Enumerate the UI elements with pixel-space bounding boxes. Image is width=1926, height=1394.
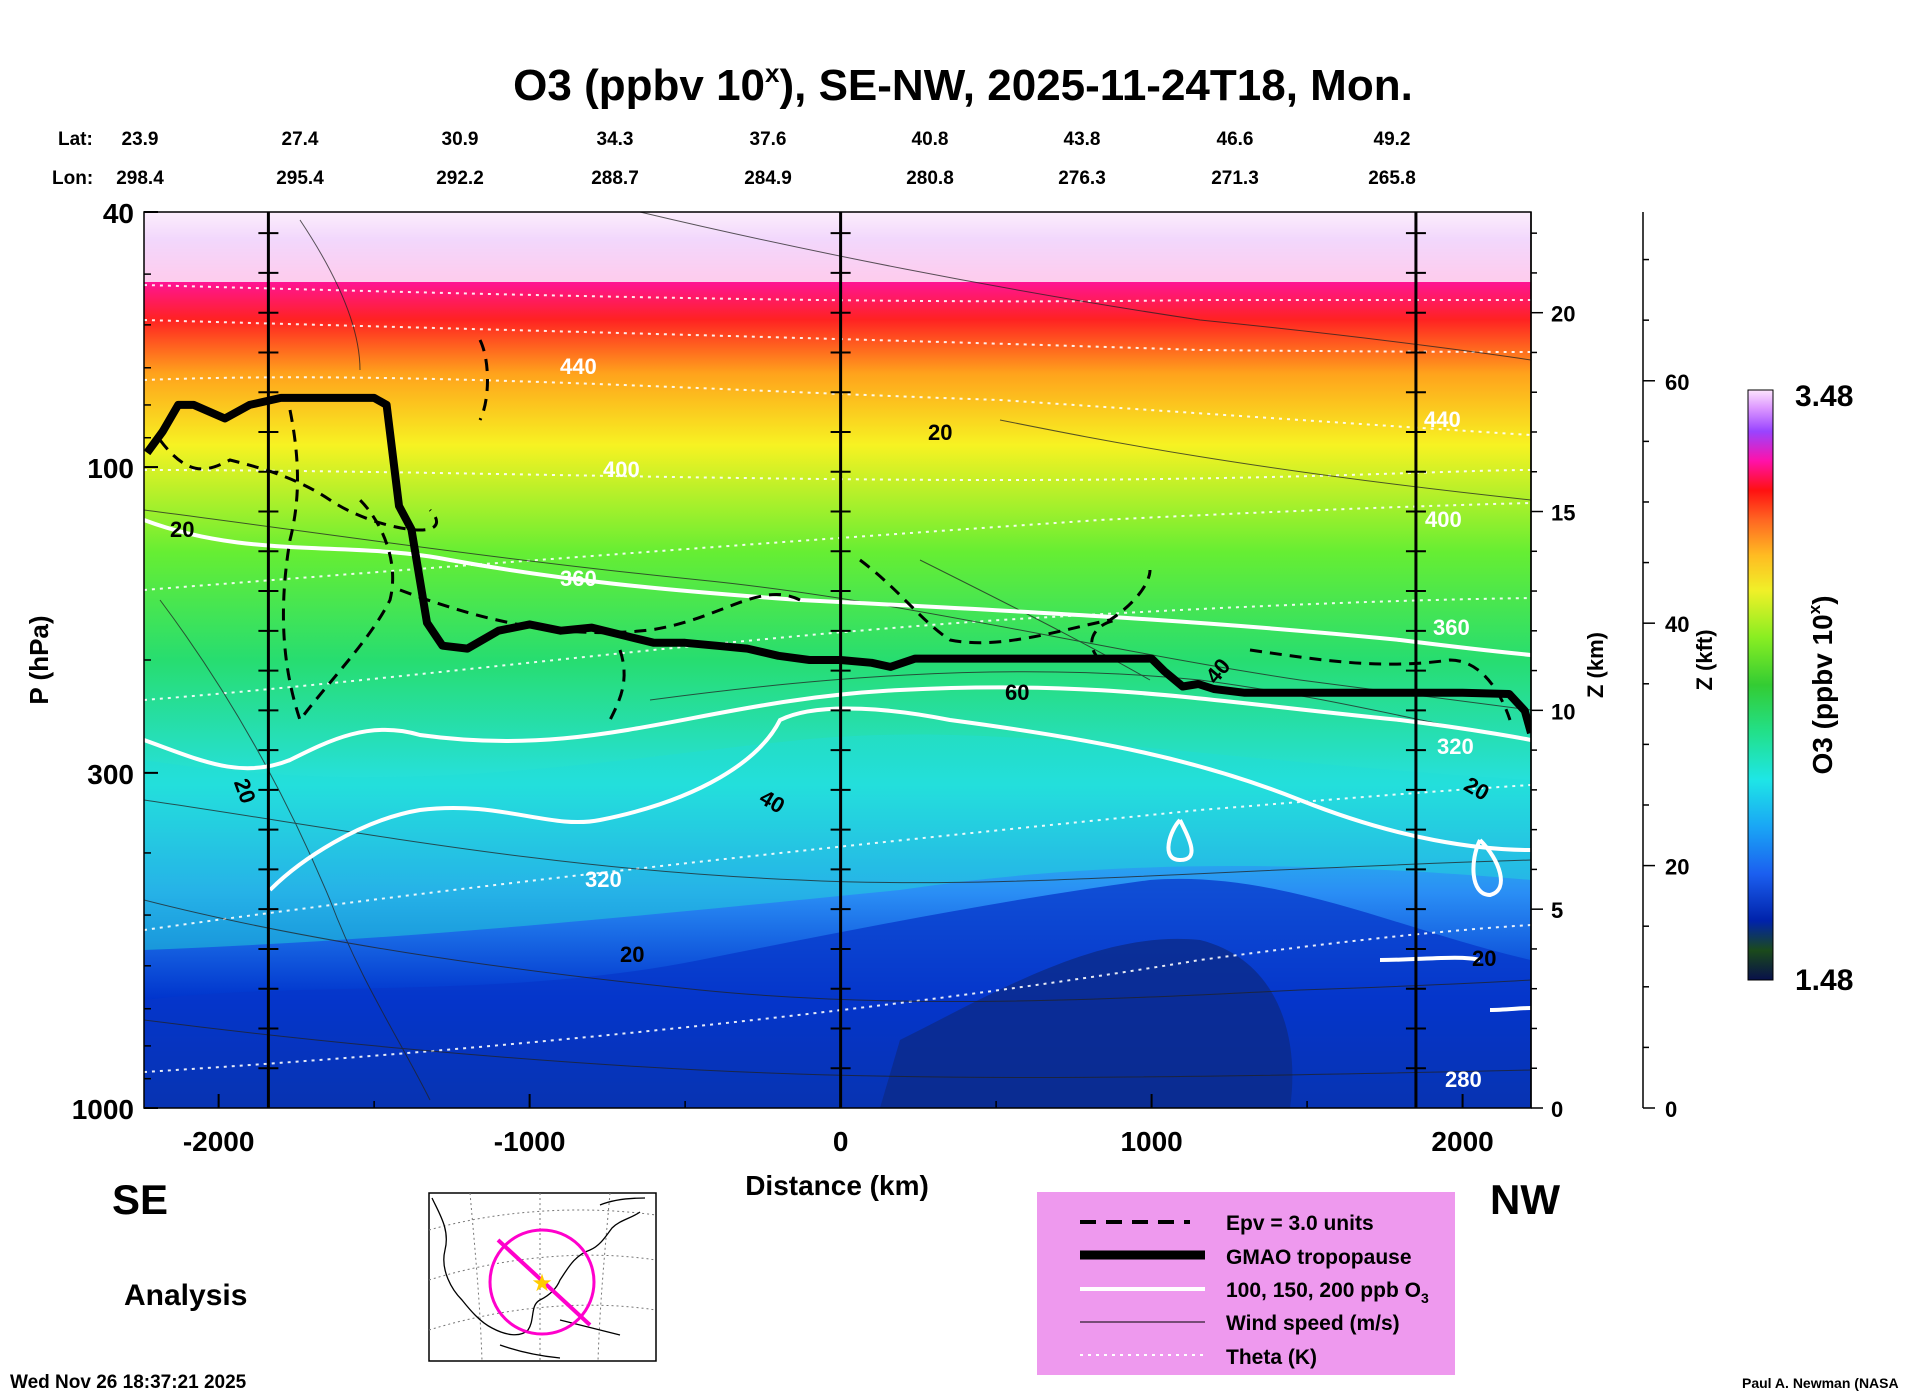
- lon-value: 280.8: [906, 168, 954, 189]
- theta-label: 360: [560, 566, 597, 591]
- z-km-tick-label: 0: [1551, 1097, 1563, 1122]
- z-km-tick-label: 20: [1551, 302, 1575, 327]
- inset-map: ★: [428, 1192, 657, 1362]
- z-kft-axis: 60 40 20 0: [1642, 212, 1689, 1122]
- lat-value: 43.8: [1064, 129, 1101, 150]
- y-tick-label: 40: [103, 198, 134, 229]
- lat-value: 30.9: [442, 129, 479, 150]
- gmao-tropopause-line: [144, 393, 1531, 735]
- colorbar-title: O3 (ppbv 10x): [1805, 595, 1838, 774]
- lon-value: 298.4: [116, 168, 164, 189]
- theta-label: 320: [1437, 734, 1474, 759]
- wind-label: 20: [170, 517, 194, 542]
- lat-value: 40.8: [912, 129, 949, 150]
- x-tick-label: 1000: [1120, 1126, 1182, 1157]
- wind-label: 20: [620, 942, 644, 967]
- lat-value: 46.6: [1217, 129, 1254, 150]
- colorbar-min-label: 1.48: [1795, 964, 1853, 997]
- z-kft-tick-label: 40: [1665, 612, 1689, 637]
- lat-value: 49.2: [1374, 129, 1411, 150]
- map-center-star-icon: ★: [531, 1270, 553, 1297]
- y-tick-label: 100: [87, 453, 134, 484]
- x-tick-label: -1000: [494, 1126, 566, 1157]
- y-tick-label: 300: [87, 759, 134, 790]
- theta-label: 360: [1433, 615, 1470, 640]
- ozone-ppb-contours: [144, 518, 1531, 1012]
- lon-value: 276.3: [1058, 168, 1106, 189]
- wind-label: 20: [1472, 946, 1496, 971]
- cyan-region: [144, 734, 1531, 950]
- x-tick-label: -2000: [183, 1126, 255, 1157]
- lon-value: 265.8: [1368, 168, 1416, 189]
- z-km-tick-label: 5: [1551, 898, 1563, 923]
- theta-label: 440: [1424, 407, 1461, 432]
- plot-area: 400 440 360 320 400 440 360 320 280 20 2…: [144, 212, 1531, 1108]
- z-km-tick-label: 10: [1551, 699, 1575, 724]
- wind-label: 60: [1005, 680, 1029, 705]
- lon-value: 295.4: [276, 168, 324, 189]
- y-tick-label: 1000: [72, 1094, 134, 1125]
- nw-direction-label: NW: [1490, 1176, 1560, 1223]
- map-coastlines: [431, 1197, 646, 1359]
- legend-entry: Epv = 3.0 units: [1226, 1212, 1374, 1235]
- map-radius-circle: [488, 1228, 596, 1336]
- lowest-ozone-region: [880, 938, 1293, 1108]
- x-tick-label: 0: [833, 1126, 849, 1157]
- longitude-row: 298.4 295.4 292.2 288.7 284.9 280.8 276.3 271.3…: [116, 168, 1416, 189]
- credit-text: Paul A. Newman (NASA: [1742, 1375, 1899, 1391]
- lon-value: 292.2: [436, 168, 484, 189]
- lon-label: Lon:: [52, 168, 93, 189]
- lon-value: 284.9: [744, 168, 792, 189]
- theta-label: 400: [1425, 507, 1462, 532]
- upper-pale-band: [144, 212, 1531, 282]
- map-graticule: [428, 1192, 657, 1362]
- se-direction-label: SE: [112, 1176, 168, 1223]
- epv-contours: [158, 339, 1512, 724]
- z-kft-tick-label: 0: [1665, 1097, 1677, 1122]
- legend-entry: 100, 150, 200 ppb O3: [1226, 1279, 1429, 1306]
- lat-value: 23.9: [122, 129, 159, 150]
- y-axis: 40 100 300 1000: [72, 198, 158, 1125]
- y-axis-label: P (hPa): [24, 615, 54, 704]
- legend-entry: Wind speed (m/s): [1226, 1312, 1400, 1335]
- lat-value: 34.3: [597, 129, 634, 150]
- z-kft-axis-label: Z (kft): [1692, 629, 1717, 690]
- x-axis-label: Distance (km): [745, 1170, 929, 1201]
- z-kft-tick-label: 20: [1665, 855, 1689, 880]
- lat-value: 27.4: [282, 129, 319, 150]
- lat-label: Lat:: [58, 129, 93, 150]
- lon-value: 288.7: [591, 168, 639, 189]
- theta-contours: [144, 284, 1531, 1073]
- theta-label: 280: [1445, 1067, 1482, 1092]
- map-transect-line: [496, 1238, 592, 1327]
- legend-entry: Theta (K): [1226, 1346, 1317, 1369]
- legend: Epv = 3.0 units GMAO tropopause 100, 150…: [1037, 1192, 1455, 1375]
- chart-title: O3 (ppbv 10x), SE-NW, 2025-11-24T18, Mon…: [513, 58, 1413, 110]
- theta-label: 400: [603, 457, 640, 482]
- x-axis: -2000 -1000 0 1000 2000: [183, 1094, 1494, 1157]
- z-km-axis-label: Z (km): [1583, 632, 1608, 698]
- x-tick-label: 2000: [1431, 1126, 1493, 1157]
- z-km-tick-label: 15: [1551, 501, 1575, 526]
- z-kft-tick-label: 60: [1665, 370, 1689, 395]
- theta-labels: 400 440 360 320 400 440 360 320 280: [560, 354, 1482, 1092]
- latitude-row: 23.9 27.4 30.9 34.3 37.6 40.8 43.8 46.6 49.2: [122, 129, 1411, 150]
- theta-label: 320: [585, 867, 622, 892]
- colorbar: [1747, 389, 1774, 981]
- lon-value: 271.3: [1211, 168, 1259, 189]
- colorbar-max-label: 3.48: [1795, 380, 1853, 413]
- analysis-label: Analysis: [124, 1279, 247, 1312]
- wind-label: 20: [928, 420, 952, 445]
- lat-value: 37.6: [750, 129, 787, 150]
- legend-entry: GMAO tropopause: [1226, 1246, 1412, 1269]
- z-km-axis: 20 15 10 5 0: [1530, 212, 1575, 1122]
- theta-label: 440: [560, 354, 597, 379]
- timestamp: Wed Nov 26 18:37:21 2025: [10, 1372, 247, 1393]
